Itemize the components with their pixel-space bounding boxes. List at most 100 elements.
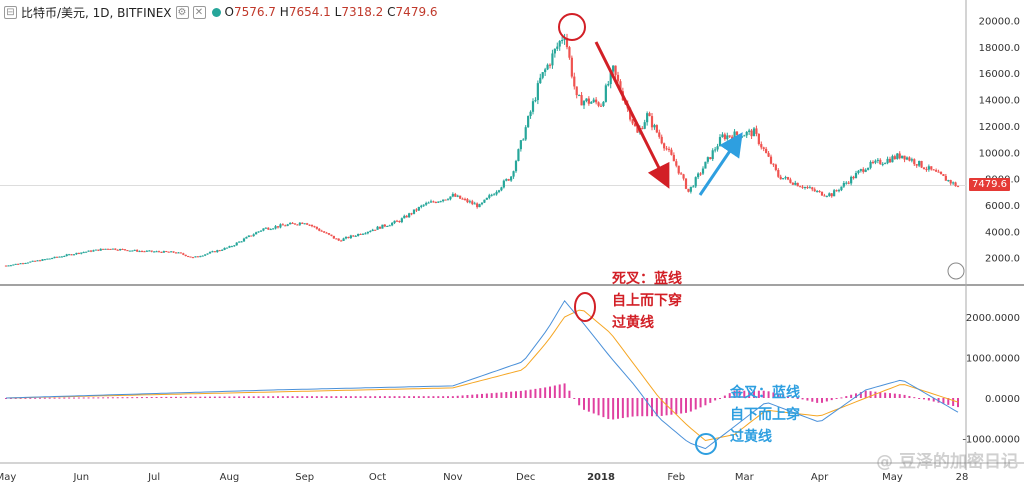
candle-body xyxy=(46,258,49,260)
time-tick-label: May xyxy=(882,472,903,483)
macd-histogram-bar xyxy=(879,392,882,398)
candle-body xyxy=(344,236,348,239)
candle-body xyxy=(575,86,578,96)
macd-histogram-bar xyxy=(583,398,585,410)
candle-body xyxy=(121,248,124,250)
macd-histogram-bar xyxy=(58,397,61,399)
candle-body xyxy=(539,77,542,84)
candle-body xyxy=(565,38,569,48)
time-tick-label: Mar xyxy=(735,472,755,483)
candle-body xyxy=(136,249,139,252)
candle-body xyxy=(89,250,93,252)
candle-body xyxy=(216,250,219,253)
candle-body xyxy=(854,172,858,179)
candle-body xyxy=(427,202,430,204)
candle-body xyxy=(704,161,707,169)
macd-histogram-bar xyxy=(179,396,182,398)
macd-histogram-bar xyxy=(345,396,347,398)
down-trend-arrow xyxy=(594,41,670,189)
macd-histogram-bar xyxy=(102,397,105,399)
macd-histogram-bar xyxy=(116,397,119,399)
candle-body xyxy=(556,46,559,49)
candle-body xyxy=(72,254,76,256)
candle-body xyxy=(308,224,311,226)
macd-histogram-bar xyxy=(398,396,401,398)
candle-body xyxy=(58,256,61,258)
candle-body xyxy=(104,248,107,250)
candle-body xyxy=(106,248,110,250)
candle-body xyxy=(167,251,170,253)
macd-histogram-bar xyxy=(626,398,629,418)
candle-body xyxy=(531,101,535,112)
last-price-tag: 7479.6 xyxy=(969,178,1010,191)
candle-body xyxy=(709,157,712,160)
candle-body xyxy=(891,156,894,163)
candle-body xyxy=(269,229,272,231)
price-tick-label: 2000.0 xyxy=(985,254,1020,265)
candle-body xyxy=(17,263,20,265)
candle-body xyxy=(279,224,282,228)
macd-histogram-bar xyxy=(932,398,935,402)
candle-body xyxy=(29,261,32,263)
macd-histogram-bar xyxy=(238,396,241,398)
candle-body xyxy=(760,144,763,148)
candle-body xyxy=(60,256,63,258)
axis-layer: 2000.04000.06000.08000.010000.012000.014… xyxy=(0,17,1020,483)
macd-histogram-bar xyxy=(510,391,513,398)
candle-body xyxy=(570,57,573,77)
candle-body xyxy=(7,265,10,267)
up-trend-arrow xyxy=(698,132,743,196)
candle-body xyxy=(92,250,95,252)
candle-body xyxy=(896,153,899,159)
macd-histogram-bar xyxy=(617,398,619,419)
candle-body xyxy=(604,85,607,102)
candle-body xyxy=(303,223,306,225)
macd-histogram-bar xyxy=(918,398,921,399)
candle-body xyxy=(184,254,187,257)
candle-body xyxy=(225,247,229,249)
candle-body xyxy=(75,252,78,255)
macd-histogram-bar xyxy=(485,393,488,398)
candle-body xyxy=(264,227,267,229)
macd-histogram-bar xyxy=(821,398,823,403)
candle-body xyxy=(133,249,136,251)
macd-histogram-bar xyxy=(87,397,90,399)
candle-body xyxy=(150,250,153,252)
candle-body xyxy=(811,187,814,190)
candle-body xyxy=(298,222,301,225)
candle-body xyxy=(818,191,821,193)
candle-body xyxy=(578,95,581,97)
macd-histogram-bar xyxy=(340,396,343,398)
macd-histogram-bar xyxy=(607,398,610,419)
macd-histogram-bar xyxy=(29,397,32,399)
macd-histogram-bar xyxy=(456,395,459,398)
candle-body xyxy=(774,164,777,170)
candle-body xyxy=(643,122,646,129)
candle-body xyxy=(750,130,753,137)
candle-body xyxy=(204,254,207,256)
price-tick-label: 14000.0 xyxy=(979,96,1020,107)
toggle-icon[interactable]: ⊟ xyxy=(4,5,17,19)
candle-body xyxy=(490,194,493,196)
candle-body xyxy=(337,238,340,241)
candle-body xyxy=(726,135,729,140)
candle-body xyxy=(369,231,372,233)
macd-histogram-bar xyxy=(529,389,532,398)
macd-histogram-bar xyxy=(753,390,755,398)
macd-histogram-bar xyxy=(272,396,275,398)
candle-body xyxy=(910,159,913,161)
macd-histogram-bar xyxy=(48,397,51,399)
candle-body xyxy=(721,134,724,138)
candle-body xyxy=(845,182,848,184)
candle-body xyxy=(876,159,879,161)
candle-body xyxy=(179,252,182,254)
candle-body xyxy=(786,177,790,180)
candle-body xyxy=(393,220,396,223)
close-icon[interactable]: ✕ xyxy=(192,5,206,19)
settings-icon[interactable]: ⚙ xyxy=(175,5,189,19)
candle-body xyxy=(947,180,950,182)
candle-body xyxy=(206,253,209,255)
macd-histogram-bar xyxy=(34,397,37,399)
macd-histogram-bar xyxy=(612,398,615,420)
